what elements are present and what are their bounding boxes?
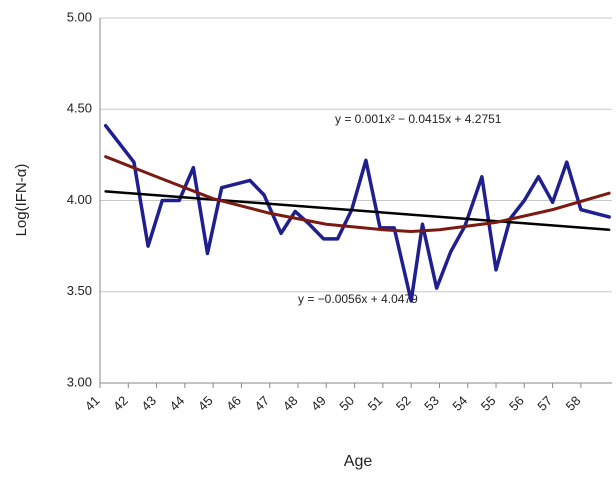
series-line <box>103 123 611 303</box>
x-tick-label: 46 <box>223 393 244 414</box>
y-tick-label: 4.50 <box>67 101 92 116</box>
x-tick-label: 58 <box>563 393 584 414</box>
x-tick-label: 56 <box>506 393 527 414</box>
annotation: y = −0.0056x + 4.0479 <box>298 292 418 306</box>
series-line <box>104 190 611 231</box>
x-tick-label: 42 <box>110 393 131 414</box>
y-tick-label: 3.50 <box>67 283 92 298</box>
y-tick-label: 3.00 <box>67 374 92 389</box>
x-tick-label: 57 <box>534 393 555 414</box>
x-tick-label: 55 <box>478 393 499 414</box>
x-axis-title: Age <box>344 453 373 470</box>
x-tick-label: 48 <box>280 393 301 414</box>
y-tick-label: 5.00 <box>67 9 92 24</box>
x-tick-label: 53 <box>421 393 442 414</box>
x-tick-label: 43 <box>138 393 159 414</box>
x-tick-label: 50 <box>336 393 357 414</box>
x-tick-label: 44 <box>167 393 188 414</box>
x-tick-label: 47 <box>251 393 272 414</box>
x-tick-label: 51 <box>365 393 386 414</box>
x-tick-label: 45 <box>195 393 216 414</box>
annotation: y = 0.001x² − 0.0415x + 4.2751 <box>335 112 502 126</box>
y-tick-label: 4.00 <box>67 192 92 207</box>
y-axis-title: Log(IFN-α) <box>13 164 30 237</box>
x-tick-label: 49 <box>308 393 329 414</box>
series-line <box>104 155 611 234</box>
x-tick-label: 41 <box>82 393 103 414</box>
x-tick-label: 52 <box>393 393 414 414</box>
x-tick-label: 54 <box>449 393 470 414</box>
